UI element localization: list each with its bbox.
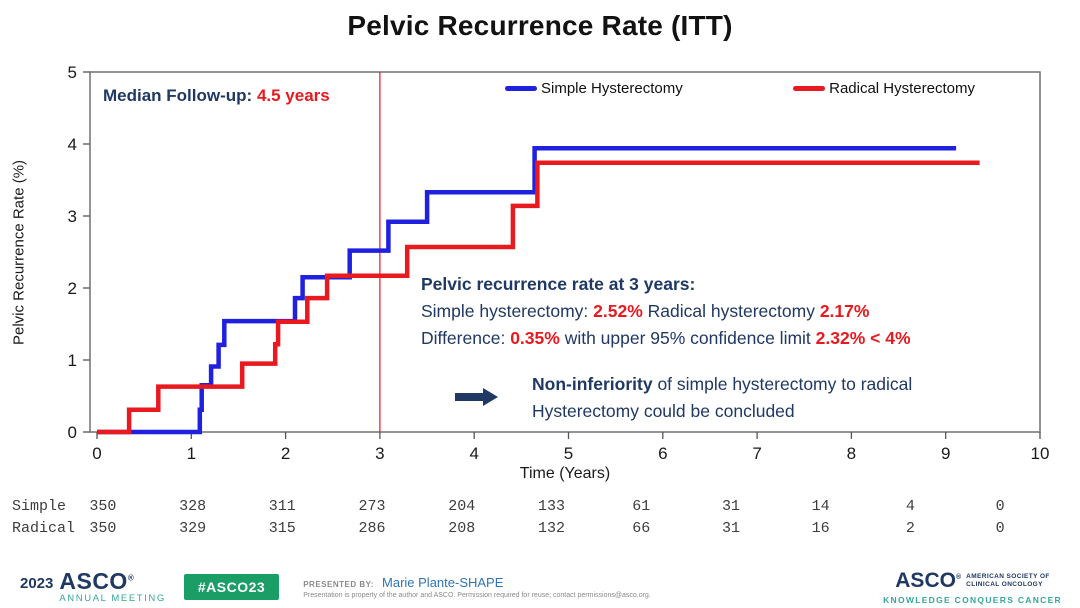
risk-count: 31: [721, 498, 740, 515]
legend-item-radical: Radical Hysterectomy: [793, 80, 975, 97]
x-axis-label: Time (Years): [519, 465, 611, 482]
annual-meeting-label: ANNUAL MEETING: [59, 593, 166, 605]
society-name: AMERICAN SOCIETY OF CLINICAL ONCOLOGY: [966, 572, 1050, 588]
svg-text:3: 3: [68, 207, 77, 226]
risk-count: 2: [905, 520, 915, 537]
risk-count: 329: [179, 520, 207, 537]
simple-rate-value: 2.52%: [593, 301, 643, 321]
risk-table-row: Radical 350 329 315 286 208 132 66 31 16 2 0: [0, 520, 1080, 542]
confidence-limit-value: 2.32% < 4%: [815, 328, 911, 348]
knowledge-conquers-cancer-tagline: KNOWLEDGE CONQUERS CANCER: [883, 595, 1062, 605]
svg-text:6: 6: [658, 444, 667, 463]
annotation-line2: Simple hysterectomy: 2.52% Radical hyste…: [421, 301, 869, 322]
presented-by-label: PRESENTED BY:: [303, 580, 375, 589]
chart-title: Pelvic Recurrence Rate (ITT): [347, 10, 733, 41]
risk-count: 273: [358, 498, 386, 515]
risk-row-label: Radical: [12, 520, 76, 537]
svg-text:2: 2: [68, 279, 77, 298]
risk-count: 315: [268, 520, 296, 537]
svg-text:2: 2: [281, 444, 290, 463]
km-chart: 0 1 2 3 4 5 6 7 8 9 10 0 1 2 3 4 5: [68, 63, 1050, 463]
permission-text: Presentation is property of the author a…: [303, 592, 651, 599]
svg-text:5: 5: [564, 444, 573, 463]
svg-text:4: 4: [68, 135, 77, 154]
risk-count: 328: [179, 498, 207, 515]
risk-count: 286: [358, 520, 386, 537]
risk-count: 350: [89, 520, 117, 537]
risk-count: 133: [537, 498, 565, 515]
radical-rate-value: 2.17%: [819, 301, 870, 321]
legend-item-simple: Simple Hysterectomy: [505, 80, 683, 97]
difference-label: Difference:: [421, 328, 506, 348]
svg-text:1: 1: [68, 351, 77, 370]
y-axis-label: Pelvic Recurrence Rate (%): [10, 159, 28, 346]
risk-table-row: Simple 350 328 311 273 204 133 61 31 14 4 0: [0, 498, 1080, 520]
arrow-head: [483, 388, 498, 406]
legend: Simple Hysterectomy Radical Hysterectomy: [505, 80, 975, 97]
risk-count: 208: [448, 520, 476, 537]
conclusion-line2: Hysterectomy could be concluded: [532, 401, 795, 421]
difference-value: 0.35%: [510, 328, 560, 348]
simple-rate-label: Simple hysterectomy:: [421, 301, 589, 321]
svg-text:0: 0: [68, 423, 77, 442]
radical-line-swatch: [793, 86, 826, 91]
right-arrow-icon: [455, 388, 498, 406]
svg-text:4: 4: [469, 444, 478, 463]
svg-text:7: 7: [752, 444, 761, 463]
hashtag-badge: #ASCO23: [183, 574, 280, 600]
svg-text:0: 0: [92, 444, 101, 463]
median-followup-note: Median Follow-up: 4.5 years: [103, 86, 330, 106]
asco-wordmark-right: ASCO®: [895, 569, 962, 592]
risk-row-label: Simple: [12, 498, 67, 515]
footer-year: 2023: [20, 574, 54, 592]
svg-text:8: 8: [847, 444, 856, 463]
annotation-title: Pelvic recurrence rate at 3 years:: [421, 274, 696, 294]
risk-count: 4: [905, 498, 915, 515]
footer: 2023 ASCO® ANNUAL MEETING #ASCO23 PRESEN…: [0, 566, 1080, 608]
legend-label-radical: Radical Hysterectomy: [829, 80, 975, 97]
risk-count: 16: [811, 520, 830, 537]
radical-rate-label: Radical hysterectomy: [647, 301, 815, 321]
risk-count: 0: [995, 498, 1005, 515]
risk-count: 311: [268, 498, 296, 515]
risk-count: 61: [632, 498, 651, 515]
asco-society-logo: ASCO® AMERICAN SOCIETY OF CLINICAL ONCOL…: [883, 569, 1062, 605]
risk-count: 31: [721, 520, 740, 537]
median-value: 4.5 years: [256, 86, 330, 105]
annotation-line3: Difference: 0.35% with upper 95% confide…: [421, 328, 911, 349]
conclusion-rest: of simple hysterectomy to radical: [657, 374, 913, 394]
simple-line-swatch: [505, 86, 537, 91]
svg-text:10: 10: [1031, 444, 1050, 463]
svg-text:1: 1: [187, 444, 196, 463]
asco-meeting-logo: 2023 ASCO® ANNUAL MEETING: [20, 570, 166, 604]
svg-text:3: 3: [375, 444, 384, 463]
arrow-shaft: [455, 393, 483, 401]
risk-count: 204: [448, 498, 476, 515]
asco-wordmark: ASCO®: [59, 568, 135, 595]
conclusion-line1: Non-inferiority of simple hysterectomy t…: [532, 374, 912, 395]
svg-text:5: 5: [68, 63, 77, 82]
risk-count: 350: [89, 498, 117, 515]
median-label: Median Follow-up:: [103, 86, 253, 105]
risk-count: 132: [537, 520, 565, 537]
confidence-text: with upper 95% confidence limit: [564, 328, 811, 348]
presenter-name: Marie Plante-SHAPE: [382, 575, 504, 590]
conclusion-bold: Non-inferiority: [532, 374, 653, 394]
presenter-block: PRESENTED BY: Marie Plante-SHAPE Present…: [303, 575, 651, 599]
legend-label-simple: Simple Hysterectomy: [541, 80, 683, 97]
risk-count: 66: [632, 520, 651, 537]
risk-count: 0: [995, 520, 1005, 537]
svg-text:9: 9: [941, 444, 950, 463]
risk-count: 14: [811, 498, 830, 515]
